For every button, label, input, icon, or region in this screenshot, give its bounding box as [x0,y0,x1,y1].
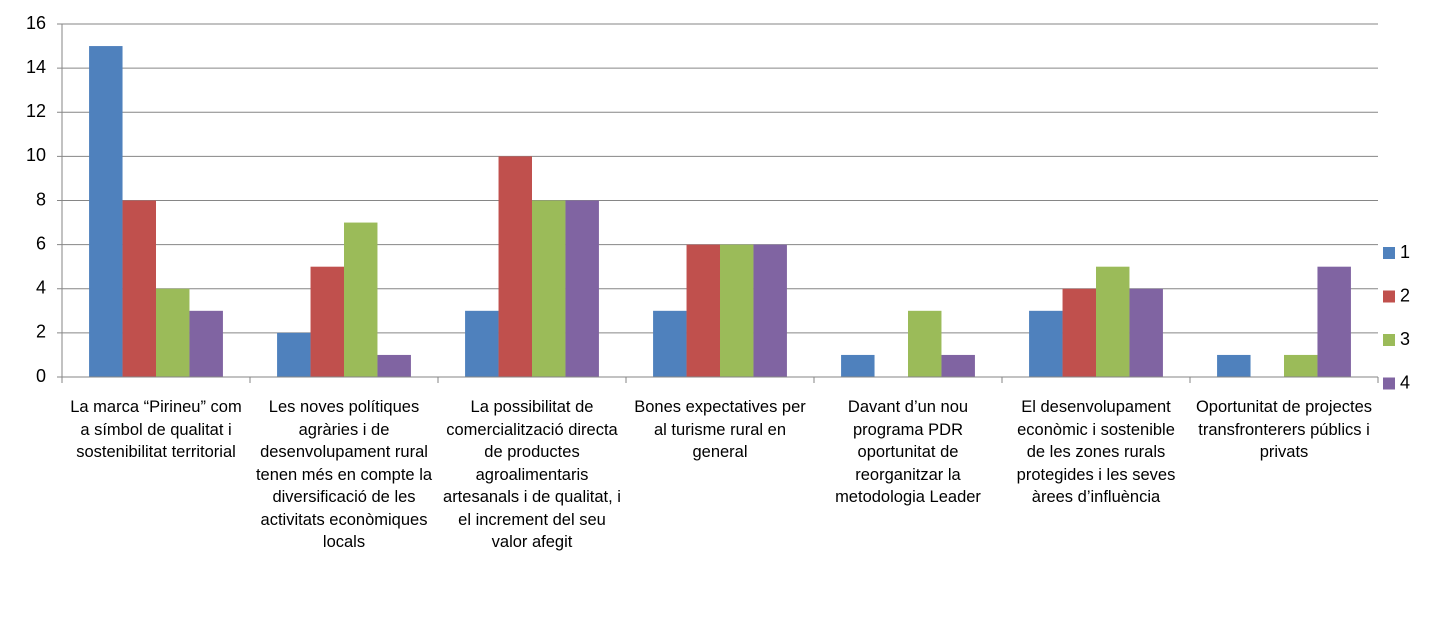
bar [565,200,599,377]
legend-swatch [1383,290,1395,303]
y-tick-label: 6 [36,233,46,253]
y-tick-label: 4 [36,278,46,298]
legend-swatch [1383,334,1395,346]
x-tick-label: Les noves polítiques agràries i de desen… [255,398,433,551]
bar [941,354,975,377]
legend-swatch [1383,247,1395,259]
y-tick-label: 0 [36,366,46,386]
bar [377,354,411,377]
bar [653,310,687,377]
bar [344,222,378,377]
legend-label: 3 [1400,329,1410,349]
bar [841,354,875,377]
bar [1317,266,1351,377]
x-tick-label: Oportunitat de projectes transfronterers… [1195,398,1373,461]
bar [189,310,223,377]
bar [89,46,123,377]
bar [310,266,344,377]
bar [498,156,532,377]
bar [277,332,311,377]
bar [686,244,720,377]
y-tick-label: 12 [26,101,46,121]
legend-label: 1 [1400,242,1410,262]
x-tick-label: La marca “Pirineu” com a símbol de quali… [70,398,242,461]
bar [1029,310,1063,377]
bar [908,310,942,377]
legend-label: 4 [1400,372,1410,392]
bar [156,288,190,377]
y-tick-label: 10 [26,145,46,165]
x-tick-label: El desenvolupament econòmic i sostenible… [1016,398,1176,506]
bar [122,200,156,377]
bar [720,244,754,377]
bar [532,200,566,377]
x-tick-label: Davant d’un nou programa PDR oportunitat… [835,398,981,506]
bar [465,310,499,377]
y-tick-label: 14 [26,57,46,77]
x-tick-label: La possibilitat de comercialització dire… [443,398,621,551]
bar [1284,354,1318,377]
x-tick-label: Bones expectatives per al turisme rural … [634,398,806,461]
bar [753,244,787,377]
y-tick-label: 16 [26,13,46,33]
legend-swatch [1383,377,1395,390]
bar [1062,288,1096,377]
bar [1129,288,1163,377]
y-tick-label: 8 [36,189,46,209]
bar [1217,354,1251,377]
y-tick-label: 2 [36,322,46,342]
bar [1096,266,1130,377]
legend-label: 2 [1400,285,1410,305]
